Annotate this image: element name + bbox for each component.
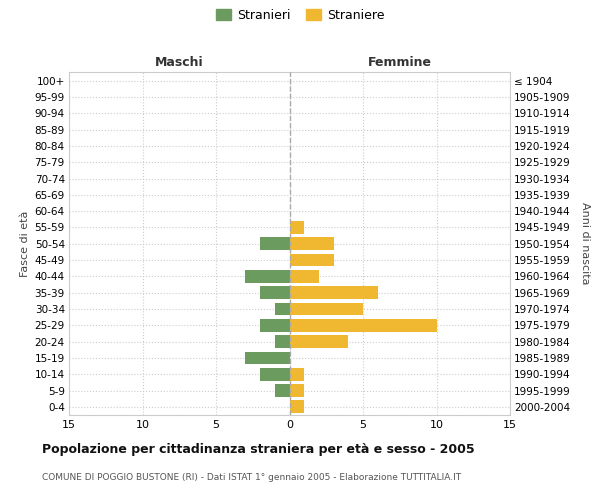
Text: Femmine: Femmine xyxy=(368,56,432,69)
Bar xyxy=(290,319,437,332)
Text: Popolazione per cittadinanza straniera per età e sesso - 2005: Popolazione per cittadinanza straniera p… xyxy=(42,442,475,456)
Text: Maschi: Maschi xyxy=(155,56,203,69)
Bar xyxy=(290,270,319,282)
Bar xyxy=(290,286,378,299)
Bar xyxy=(290,335,348,348)
Legend: Stranieri, Straniere: Stranieri, Straniere xyxy=(213,6,387,24)
Bar xyxy=(290,368,304,380)
Bar xyxy=(275,302,290,316)
Bar xyxy=(260,238,290,250)
Bar xyxy=(290,254,334,266)
Bar xyxy=(245,270,290,282)
Bar xyxy=(260,368,290,380)
Text: COMUNE DI POGGIO BUSTONE (RI) - Dati ISTAT 1° gennaio 2005 - Elaborazione TUTTIT: COMUNE DI POGGIO BUSTONE (RI) - Dati IST… xyxy=(42,472,461,482)
Bar xyxy=(290,384,304,397)
Bar xyxy=(245,352,290,364)
Bar xyxy=(290,238,334,250)
Bar xyxy=(260,286,290,299)
Bar xyxy=(275,335,290,348)
Bar xyxy=(290,400,304,413)
Bar xyxy=(260,319,290,332)
Bar xyxy=(275,384,290,397)
Y-axis label: Anni di nascita: Anni di nascita xyxy=(580,202,590,285)
Y-axis label: Fasce di età: Fasce di età xyxy=(20,210,31,277)
Bar xyxy=(290,302,363,316)
Bar xyxy=(290,221,304,234)
